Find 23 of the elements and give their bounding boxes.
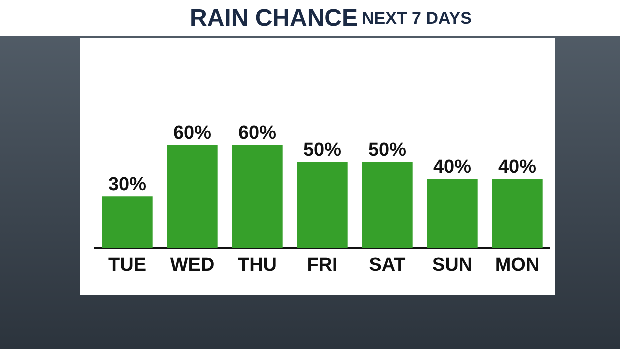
bar [427, 180, 478, 248]
bar [297, 162, 348, 248]
data-label: 30% [108, 174, 147, 196]
data-label: 60% [238, 122, 277, 144]
x-tick-label: THU [238, 254, 278, 276]
bar [362, 162, 413, 248]
x-tick-label: SAT [369, 254, 406, 276]
bar [102, 196, 153, 248]
bar [232, 145, 283, 248]
x-tick-label: FRI [307, 254, 338, 276]
x-tick-label: MON [495, 254, 540, 276]
data-label: 40% [433, 157, 472, 178]
data-label: 50% [368, 140, 407, 162]
x-tick-label: SUN [432, 254, 473, 276]
chart-subtitle: NEXT 7 DAYS [362, 9, 472, 29]
data-label: 50% [303, 140, 342, 162]
x-tick-label: TUE [108, 254, 146, 276]
data-label: 40% [498, 157, 537, 178]
bar [167, 145, 218, 248]
chart-title: RAIN CHANCE [190, 5, 358, 33]
x-tick-label: WED [170, 254, 215, 276]
bar [492, 180, 543, 248]
data-label: 60% [173, 122, 212, 144]
